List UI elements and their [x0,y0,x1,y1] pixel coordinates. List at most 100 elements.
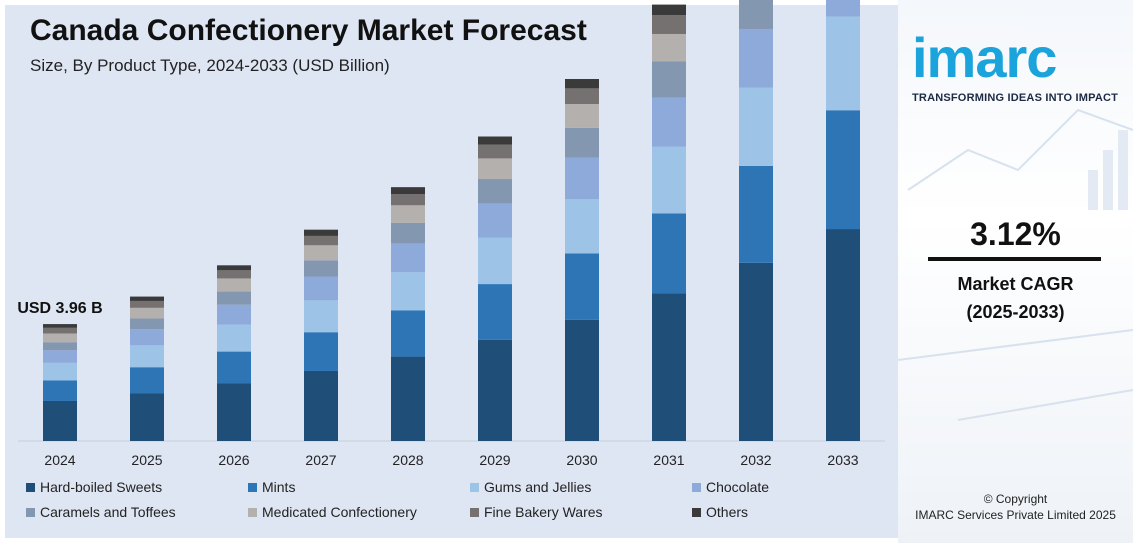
bar-segment-2025-4 [130,318,164,330]
bar-segment-2024-2 [43,362,77,381]
imarc-logo: imarc [912,26,1057,89]
bar-segment-2029-4 [478,179,512,204]
chart-title: Canada Confectionery Market Forecast [30,14,587,47]
bar-segment-2027-0 [304,370,338,441]
bar-segment-2027-2 [304,300,338,333]
x-tick-label: 2033 [827,452,858,468]
legend-swatch [26,507,35,517]
x-tick-label: 2030 [566,452,597,468]
legend-item: Gums and Jellies [470,478,692,496]
bar-segment-2027-1 [304,332,338,371]
bar-segment-2028-6 [391,194,425,206]
bar-segment-2028-0 [391,356,425,441]
chart-legend: Hard-boiled Sweets Mints Gums and Jellies C… [26,478,886,521]
legend-swatch [470,507,479,517]
legend-swatch [470,482,479,492]
x-tick-label: 2027 [305,452,336,468]
bar-segment-2031-6 [652,15,686,34]
bar-segment-2030-7 [565,78,599,89]
copyright-company: IMARC Services Private Limited 2025 [915,508,1116,522]
legend-label: Medicated Confectionery [262,504,417,520]
bar-segment-2030-2 [565,199,599,254]
bar-segment-2025-7 [130,296,164,301]
legend-swatch [692,482,701,492]
cagr-period: (2025-2033) [966,302,1065,322]
bar-segment-2026-0 [217,383,251,441]
bar-segment-2027-7 [304,229,338,236]
bar-segment-2029-6 [478,144,512,159]
bar-segment-2030-3 [565,157,599,200]
decorative-background-icon [898,108,1133,421]
bar-segment-2029-0 [478,339,512,441]
bar-segment-2031-1 [652,213,686,294]
bar-segment-2025-5 [130,307,164,319]
bar-segment-2030-5 [565,104,599,128]
legend-swatch [248,507,257,517]
side-panel: imarc TRANSFORMING IDEAS INTO IMPACT 3.1… [898,0,1133,543]
stacked-bar-chart: 2024 2025 2026 2027 2028 2029 2030 2031 2032 2033… [17,0,885,468]
legend-label: Mints [262,479,296,495]
bar-segment-2024-5 [43,333,77,343]
cagr-label: Market CAGR [957,274,1074,294]
bar-segment-2027-5 [304,245,338,261]
bar-segment-2026-2 [217,324,251,352]
bar-segment-2024-6 [43,327,77,334]
bar-segment-2029-3 [478,203,512,238]
legend-item: Chocolate [692,478,886,496]
legend-label: Fine Bakery Wares [484,504,603,520]
bar-segment-2024-1 [43,380,77,401]
bar-segment-2032-4 [739,0,773,29]
legend-item: Hard-boiled Sweets [26,478,248,496]
legend-swatch [248,482,257,492]
bar-segment-2024-3 [43,350,77,363]
bar-segment-2026-5 [217,278,251,292]
legend-item: Mints [248,478,470,496]
x-tick-label: 2031 [653,452,684,468]
legend-label: Gums and Jellies [484,479,592,495]
legend-swatch [26,482,35,492]
bar-segment-2030-4 [565,127,599,158]
cagr-divider [928,257,1101,261]
bar-segment-2026-4 [217,291,251,305]
bar-segment-2026-3 [217,304,251,325]
legend-item: Others [692,503,886,521]
bar-segment-2028-1 [391,310,425,357]
bar-segment-2026-7 [217,265,251,271]
x-tick-label: 2025 [131,452,162,468]
bar-segment-2028-4 [391,222,425,244]
bar-segment-2028-7 [391,187,425,195]
x-tick-label: 2024 [44,452,75,468]
bar-segment-2026-6 [217,270,251,279]
x-tick-label: 2029 [479,452,510,468]
legend-label: Others [706,504,749,520]
legend-label: Hard-boiled Sweets [40,479,163,495]
bar-segment-2030-1 [565,253,599,320]
legend-label: Caramels and Toffees [40,504,176,520]
bar-segment-2024-7 [43,324,77,328]
bar-segment-2032-1 [739,165,773,263]
x-tick-label: 2032 [740,452,771,468]
bar-segment-2031-7 [652,4,686,16]
bar-segment-2032-0 [739,262,773,441]
bar-segment-2031-2 [652,146,686,214]
bar-segment-2027-6 [304,235,338,246]
bar-segment-2027-4 [304,260,338,277]
bar-segment-2029-2 [478,237,512,285]
bar-segment-2025-6 [130,300,164,308]
chart-subtitle: Size, By Product Type, 2024-2033 (USD Bi… [30,56,390,75]
legend-item: Fine Bakery Wares [470,503,692,521]
bar-segment-2028-5 [391,205,425,223]
bar-segment-2033-2 [826,16,860,111]
bar-segment-2031-5 [652,33,686,62]
bar-segment-2025-3 [130,329,164,346]
bar-segment-2033-0 [826,229,860,441]
bar-segment-2031-0 [652,293,686,441]
x-tick-label: 2028 [392,452,423,468]
legend-swatch [692,507,701,517]
bar-segment-2029-1 [478,284,512,340]
bar-segment-2024-4 [43,342,77,351]
bar-segment-2025-1 [130,367,164,394]
bar-segment-2029-5 [478,158,512,180]
bar-segment-2026-1 [217,351,251,384]
cagr-value: 3.12% [970,216,1061,252]
